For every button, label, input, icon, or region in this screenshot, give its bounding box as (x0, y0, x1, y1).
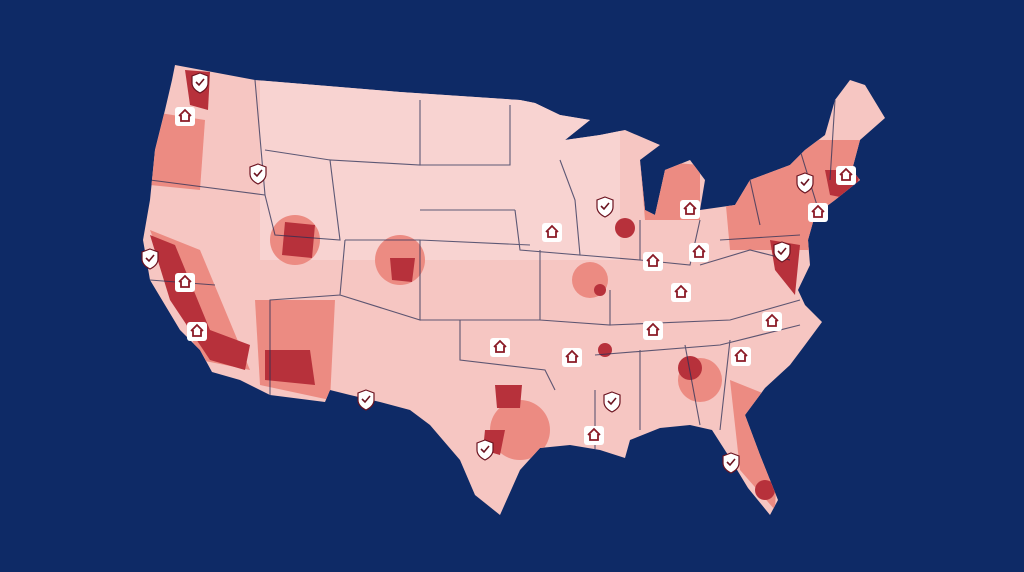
region-dark (150, 70, 860, 500)
